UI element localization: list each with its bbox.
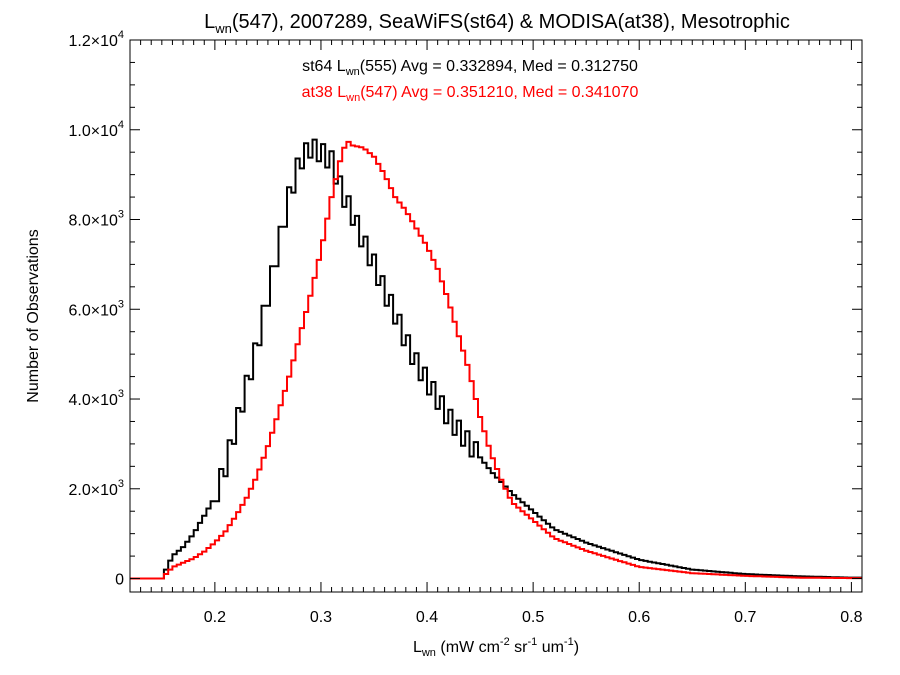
title-main: L [204,11,215,33]
x-tick-label: 0.5 [522,609,544,626]
y-axis-label: Number of Observations [25,229,42,402]
y-tick-exponent: 4 [118,119,124,131]
y-tick-label: 8.0×103 [68,209,124,230]
y-tick-exponent: 3 [118,388,124,400]
y-tick-mantissa: 1.2×10 [68,33,117,50]
y-tick-exponent: 4 [118,29,124,41]
y-tick-exponent: 3 [118,298,124,310]
xlabel-sup2: -1 [527,636,537,648]
annotation-pre: st64 L [302,58,346,75]
text-layer: 0.2 0.3 0.4 0.5 0.6 0.7 0.802.0×1034.0×1036.0×… [25,11,863,659]
annotation-post: (547) Avg = 0.351210, Med = 0.341070 [360,84,638,101]
x-tick-label: 0.8 [840,609,862,626]
annotation-1: at38 Lwn(547) Avg = 0.351210, Med = 0.34… [302,84,639,104]
x-tick-label: 0.3 [310,609,332,626]
y-tick-label: 6.0×103 [68,298,124,319]
plot-frame [129,39,863,593]
y-tick-mantissa: 8.0×10 [68,213,117,230]
y-tick-exponent: 3 [118,478,124,490]
annotation-subscript: wn [345,66,360,78]
x-tick-label: 0.7 [734,609,756,626]
histogram-series-1 [130,140,862,580]
xlabel-mid2: um [537,639,564,656]
y-tick-mantissa: 2.0×10 [68,482,117,499]
y-tick-label: 1.0×104 [68,119,124,140]
x-tick-label: 0.4 [416,609,438,626]
y-tick-exponent: 3 [118,209,124,221]
y-tick-mantissa: 0 [115,572,124,589]
title-subscript: wn [214,21,232,36]
y-tick-mantissa: 4.0×10 [68,392,117,409]
xlabel-sup3: -1 [564,636,574,648]
xlabel-rest: (mW cm [436,639,500,656]
xlabel-sup1: -2 [500,636,510,648]
y-tick-label: 4.0×103 [68,388,124,409]
x-tick-label: 0.2 [204,609,226,626]
y-tick-mantissa: 1.0×10 [68,123,117,140]
xlabel-end: ) [574,639,579,656]
annotation-post: (555) Avg = 0.332894, Med = 0.312750 [360,58,638,75]
x-axis-label: Lwn (mW cm-2 sr-1 um-1) [413,636,579,659]
title-rest: (547), 2007289, SeaWiFS(st64) & MODISA(a… [232,11,790,33]
y-tick-mantissa: 6.0×10 [68,302,117,319]
y-tick-label: 2.0×103 [68,478,124,499]
xlabel-mid: sr [510,639,528,656]
y-tick-label: 1.2×104 [68,29,124,50]
annotation-subscript: wn [345,92,360,104]
xlabel-subscript: wn [421,647,436,659]
histogram-series-0 [130,138,862,580]
annotation-pre: at38 L [302,84,347,101]
y-tick-label: 0 [115,572,124,589]
chart-title: Lwn(547), 2007289, SeaWiFS(st64) & MODIS… [204,11,790,36]
x-tick-label: 0.6 [628,609,650,626]
data-layer [130,138,862,580]
axes-layer [129,39,863,593]
xlabel-main: L [413,639,422,656]
annotation-0: st64 Lwn(555) Avg = 0.332894, Med = 0.31… [302,58,638,78]
